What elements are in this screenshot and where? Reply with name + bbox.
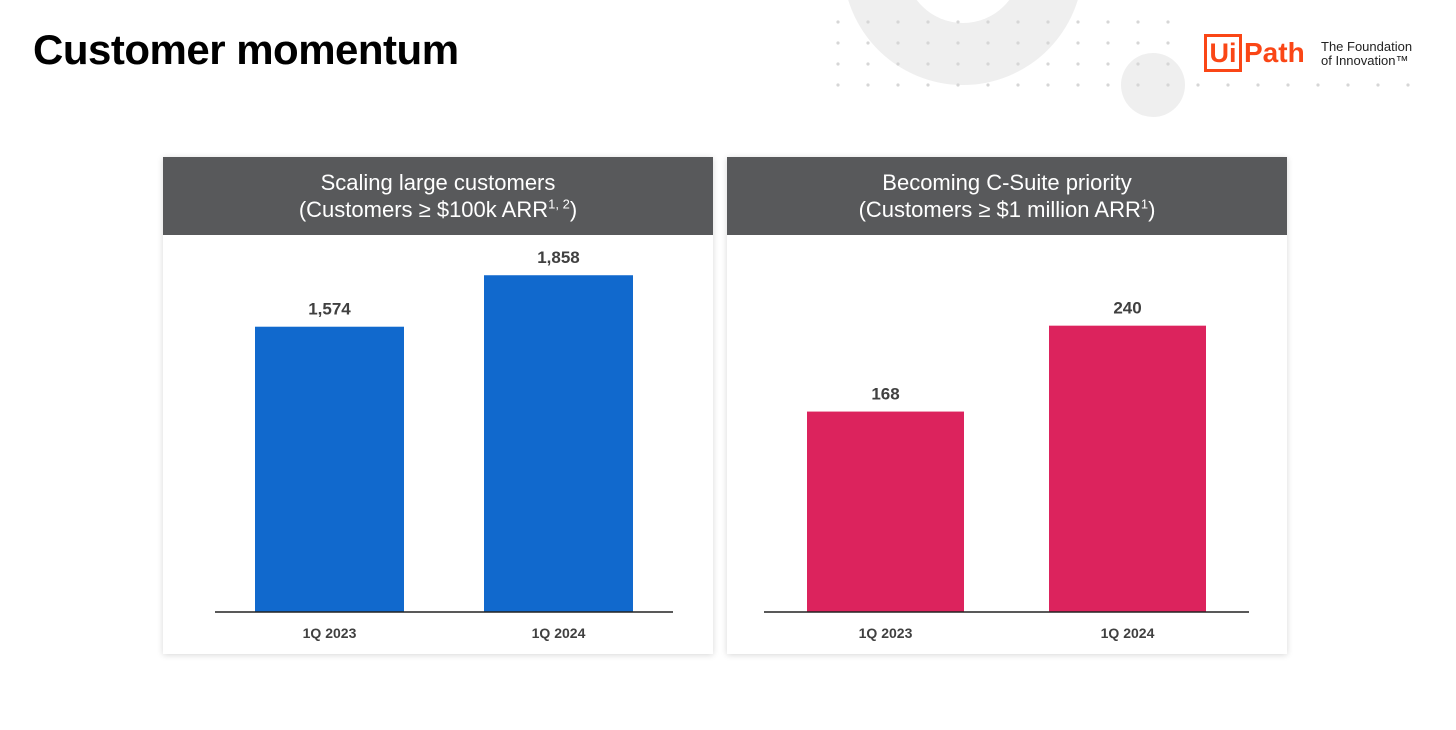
chart-header: Becoming C-Suite priority (Customers ≥ $… xyxy=(727,157,1287,235)
logo-wordmark: Path xyxy=(1244,37,1305,68)
decor-dot xyxy=(1046,62,1050,66)
decor-dot xyxy=(1136,20,1140,24)
chart-footnote-ref: 1, 2 xyxy=(548,196,570,212)
decor-dot xyxy=(926,20,930,24)
decor-dot xyxy=(1046,41,1050,45)
decor-dot xyxy=(1076,83,1080,87)
decor-dot xyxy=(1016,62,1020,66)
x-tick-label: 1Q 2023 xyxy=(303,625,357,641)
decor-dot xyxy=(1106,41,1110,45)
decor-dot xyxy=(956,20,960,24)
decor-dot xyxy=(1166,41,1170,45)
decor-dot xyxy=(956,41,960,45)
decor-dot xyxy=(986,41,990,45)
decor-dot xyxy=(956,83,960,87)
decor-dot xyxy=(1106,62,1110,66)
decor-dot xyxy=(1346,83,1350,87)
decor-dot xyxy=(866,20,870,24)
data-label: 1,574 xyxy=(308,300,351,319)
chart-panel-c-suite: Becoming C-Suite priority (Customers ≥ $… xyxy=(727,157,1287,654)
bar-1q-2023 xyxy=(255,326,404,612)
x-tick-label: 1Q 2023 xyxy=(859,625,913,641)
chart-subtitle-line: (Customers ≥ $1 million ARR1) xyxy=(727,196,1287,223)
decor-dot xyxy=(1226,83,1230,87)
page-title: Customer momentum xyxy=(33,26,459,73)
decor-dot xyxy=(896,83,900,87)
chart-panel-large-customers: Scaling large customers (Customers ≥ $10… xyxy=(163,157,713,654)
decor-dot xyxy=(836,41,840,45)
decor-dot xyxy=(956,62,960,66)
decor-dot xyxy=(1016,83,1020,87)
data-label: 240 xyxy=(1113,299,1141,318)
decor-dot xyxy=(1166,20,1170,24)
decor-dot xyxy=(1136,62,1140,66)
decor-dot xyxy=(1046,83,1050,87)
data-label: 168 xyxy=(871,385,899,404)
bar-1q-2023 xyxy=(807,411,964,612)
decor-dot xyxy=(896,41,900,45)
decor-dot xyxy=(1256,83,1260,87)
decor-dot xyxy=(896,62,900,66)
chart-subtitle: (Customers ≥ $100k ARR xyxy=(298,197,549,222)
chart-subtitle-end: ) xyxy=(1148,197,1156,222)
decor-dot xyxy=(1406,83,1410,87)
decor-dot xyxy=(836,62,840,66)
decor-dot xyxy=(836,20,840,24)
decor-dot xyxy=(1076,41,1080,45)
decor-dot xyxy=(866,41,870,45)
chart-subtitle: (Customers ≥ $1 million ARR xyxy=(858,197,1141,222)
chart-subtitle-end: ) xyxy=(569,197,578,222)
decor-dot xyxy=(1166,62,1170,66)
chart-header: Scaling large customers (Customers ≥ $10… xyxy=(163,157,713,235)
decor-dot xyxy=(1076,62,1080,66)
decor-dot xyxy=(866,83,870,87)
bar-chart-large-customers: 1,574 1Q 2023 1,858 1Q 2024 xyxy=(215,248,673,641)
decor-dot xyxy=(1196,83,1200,87)
decor-dot xyxy=(1106,83,1110,87)
decor-dot xyxy=(1046,20,1050,24)
chart-title: Becoming C-Suite priority xyxy=(882,170,1132,195)
decor-dot xyxy=(836,83,840,87)
decor-dot xyxy=(1016,20,1020,24)
logo-tagline-line-1: The Foundation xyxy=(1321,39,1413,54)
logo-box-mark: Ui xyxy=(1204,34,1242,72)
bar-1q-2024 xyxy=(484,275,633,612)
decor-dot xyxy=(1106,20,1110,24)
decor-dot xyxy=(1076,20,1080,24)
decor-dot xyxy=(1136,41,1140,45)
decor-circle xyxy=(1121,53,1185,117)
decor-ring-hole xyxy=(916,0,1010,23)
data-label: 1,858 xyxy=(537,248,580,267)
logo-tagline: The Foundation of Innovation™ xyxy=(1321,40,1431,68)
decor-dot xyxy=(986,83,990,87)
decor-dot xyxy=(1316,83,1320,87)
decor-dot xyxy=(1136,83,1140,87)
decor-dot xyxy=(926,83,930,87)
decor-ring xyxy=(848,0,1078,85)
decor-dot xyxy=(1016,41,1020,45)
chart-subtitle-line: (Customers ≥ $100k ARR1, 2) xyxy=(163,196,713,223)
decor-dot xyxy=(926,41,930,45)
decor-dot xyxy=(1286,83,1290,87)
bar-1q-2024 xyxy=(1049,325,1206,612)
decor-dot xyxy=(986,20,990,24)
bar-chart-c-suite: 168 1Q 2023 240 1Q 2024 xyxy=(764,299,1249,641)
logo-tagline-line-2: of Innovation™ xyxy=(1321,53,1409,68)
chart-title: Scaling large customers xyxy=(320,170,556,195)
decor-dot xyxy=(1166,83,1170,87)
x-tick-label: 1Q 2024 xyxy=(1101,625,1155,641)
decor-dot xyxy=(866,62,870,66)
x-tick-label: 1Q 2024 xyxy=(532,625,586,641)
decor-dot xyxy=(926,62,930,66)
decor-dot xyxy=(986,62,990,66)
chart-footnote-ref: 1 xyxy=(1140,196,1149,212)
decor-dot xyxy=(1376,83,1380,87)
decor-dot xyxy=(896,20,900,24)
